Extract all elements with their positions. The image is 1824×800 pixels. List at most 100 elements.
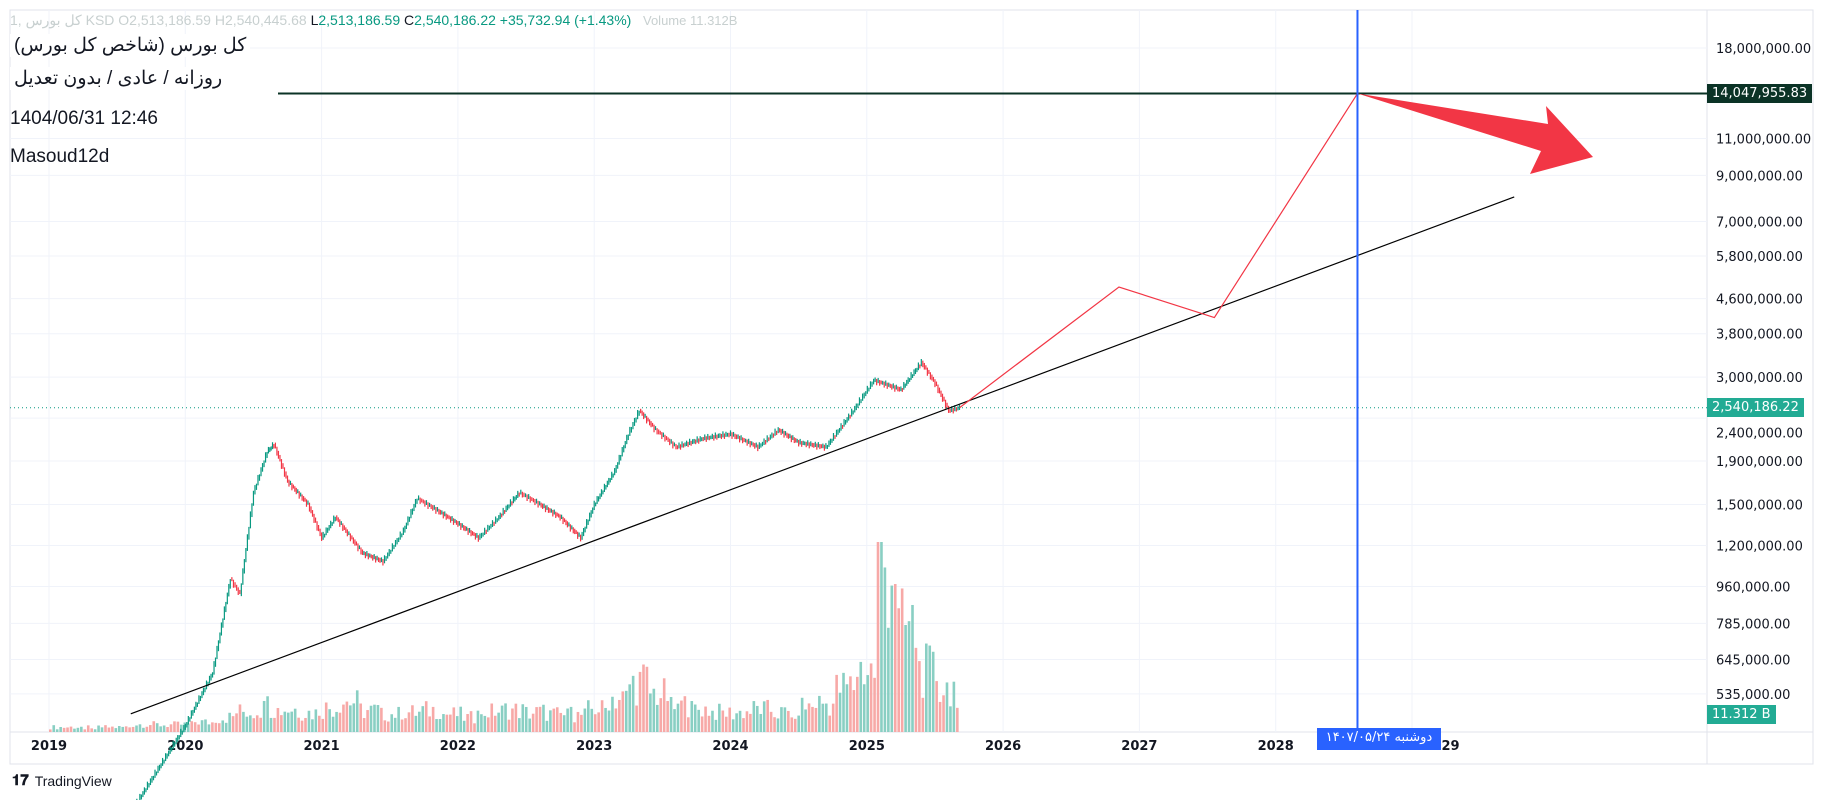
volume-bar — [269, 717, 273, 732]
volume-bar — [507, 719, 511, 732]
volume-bar — [511, 708, 514, 732]
volume-bar — [635, 705, 638, 732]
volume-bar — [783, 707, 787, 732]
volume-bar — [693, 704, 697, 732]
volume-bar — [645, 666, 649, 732]
volume-bar — [873, 677, 876, 732]
volume-bar — [221, 720, 225, 732]
volume-bar — [707, 715, 711, 732]
y-tick-label: 9,000,000.00 — [1716, 169, 1803, 184]
volume-bar — [328, 709, 331, 732]
volume-bar — [483, 715, 487, 732]
volume-bar — [687, 717, 690, 732]
volume-bar — [659, 698, 663, 732]
volume-bar — [742, 718, 745, 732]
volume-bar — [904, 624, 907, 732]
volume-bar — [276, 708, 280, 732]
volume-bar — [245, 716, 249, 732]
volume-bar — [186, 723, 190, 732]
volume-bar — [552, 708, 556, 732]
volume-bar — [859, 661, 863, 732]
volume-bar — [607, 710, 611, 732]
volume-bar — [728, 707, 732, 732]
volume-bar — [145, 726, 149, 732]
y-tick-label: 3,000,000.00 — [1716, 371, 1803, 386]
volume-bar — [500, 705, 504, 732]
volume-bar — [531, 713, 535, 732]
volume-bar — [752, 701, 756, 732]
volume-bar — [938, 701, 942, 732]
volume-bar — [204, 719, 207, 732]
volume-bar — [266, 696, 269, 732]
volume-bar — [193, 722, 197, 732]
volume-bar — [280, 715, 283, 732]
volume-bar — [518, 718, 521, 732]
volume-bar — [52, 725, 56, 732]
volume-bar — [721, 710, 725, 732]
volume-bar — [776, 718, 780, 732]
volume-bar — [62, 727, 66, 732]
volume-bar — [418, 711, 421, 732]
volume-bar — [724, 716, 728, 732]
volume-bar — [583, 708, 587, 732]
volume-bar — [469, 711, 473, 732]
tradingview-logo[interactable]: 𝟏𝟕 TradingView — [12, 772, 112, 789]
y-tick-label: 5,800,000.00 — [1716, 250, 1803, 265]
volume-bar — [890, 585, 894, 732]
volume-bar — [66, 727, 69, 732]
volume-bar — [849, 676, 852, 732]
x-tick-label: 2027 — [1121, 739, 1157, 754]
volume-bar — [211, 722, 214, 732]
volume-bar — [631, 675, 635, 732]
volume-bar — [711, 710, 714, 732]
volume-bar — [673, 709, 676, 732]
volume-bar — [311, 719, 314, 732]
volume-bar — [114, 728, 118, 732]
volume-bar — [411, 705, 414, 732]
arrow-down-right-icon — [1357, 93, 1593, 174]
volume-bar — [462, 720, 466, 732]
volume-bar — [83, 729, 87, 732]
volume-bar — [580, 714, 583, 732]
volume-bar — [952, 681, 956, 732]
tradingview-logo-icon: 𝟏𝟕 — [12, 772, 29, 789]
volume-bar — [876, 542, 880, 732]
volume-bar — [166, 726, 169, 732]
volume-bar — [390, 714, 394, 732]
volume-bar — [814, 707, 818, 732]
volume-bar — [366, 710, 369, 732]
y-tick-label: 3,800,000.00 — [1716, 328, 1803, 343]
y-tick-label: 1,500,000.00 — [1716, 498, 1803, 513]
volume-bar — [555, 707, 559, 732]
volume-bar — [249, 715, 252, 732]
volume-bar — [117, 726, 121, 732]
volume-bar — [866, 675, 869, 732]
volume-bar — [355, 690, 359, 732]
volume-bar — [521, 704, 525, 732]
volume-bar — [335, 711, 338, 732]
volume-bar — [745, 711, 749, 732]
volume-bar — [383, 720, 387, 732]
volume-bar — [931, 651, 935, 732]
volume-bar — [573, 722, 576, 732]
volume-bar — [807, 703, 811, 732]
volume-bar — [486, 717, 490, 732]
volume-bar — [535, 707, 538, 732]
volume-bar — [124, 726, 128, 732]
volume-bar — [273, 717, 276, 732]
volume-bar — [80, 726, 83, 732]
y-tick-label: 535,000.00 — [1716, 688, 1790, 703]
volume-bar — [159, 726, 162, 732]
volume-bar — [121, 726, 125, 732]
volume-bar — [856, 676, 859, 732]
volume-bar — [759, 713, 763, 732]
volume-bar — [504, 703, 507, 732]
volume-bar — [797, 715, 800, 732]
volume-bar — [235, 713, 238, 732]
volume-bar — [621, 691, 625, 732]
volume-bar — [697, 709, 700, 732]
trendline — [130, 196, 1515, 715]
volume-bar — [421, 706, 425, 732]
volume-bar — [911, 604, 914, 732]
